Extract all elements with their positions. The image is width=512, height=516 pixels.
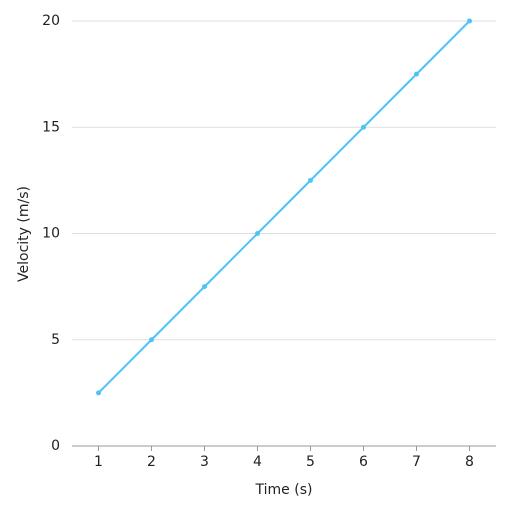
x-tick-label: 3 — [200, 454, 209, 470]
y-tick-label: 5 — [51, 332, 60, 348]
point — [414, 71, 419, 77]
point — [202, 284, 207, 290]
x-tick-label: 6 — [359, 454, 368, 470]
point — [255, 231, 260, 236]
x-tick-label: 4 — [253, 454, 262, 470]
point — [308, 177, 313, 183]
point — [149, 337, 154, 343]
x-axis-label: Time (s) — [255, 482, 313, 498]
y-axis-label: Velocity (m/s) — [16, 186, 32, 282]
point — [361, 124, 366, 130]
x-tick-label: 8 — [465, 454, 474, 470]
y-tick-label: 0 — [51, 438, 60, 454]
y-tick-label: 15 — [42, 119, 60, 135]
point — [96, 390, 101, 396]
point — [467, 18, 472, 24]
x-tick-label: 5 — [306, 454, 315, 470]
x-tick-label: 1 — [94, 454, 103, 470]
y-tick-label: 20 — [42, 13, 60, 29]
line — [97, 20, 471, 394]
x-tick-label: 7 — [412, 454, 421, 470]
y-tick-label: 10 — [42, 226, 60, 242]
x-tick-label: 2 — [147, 454, 156, 470]
